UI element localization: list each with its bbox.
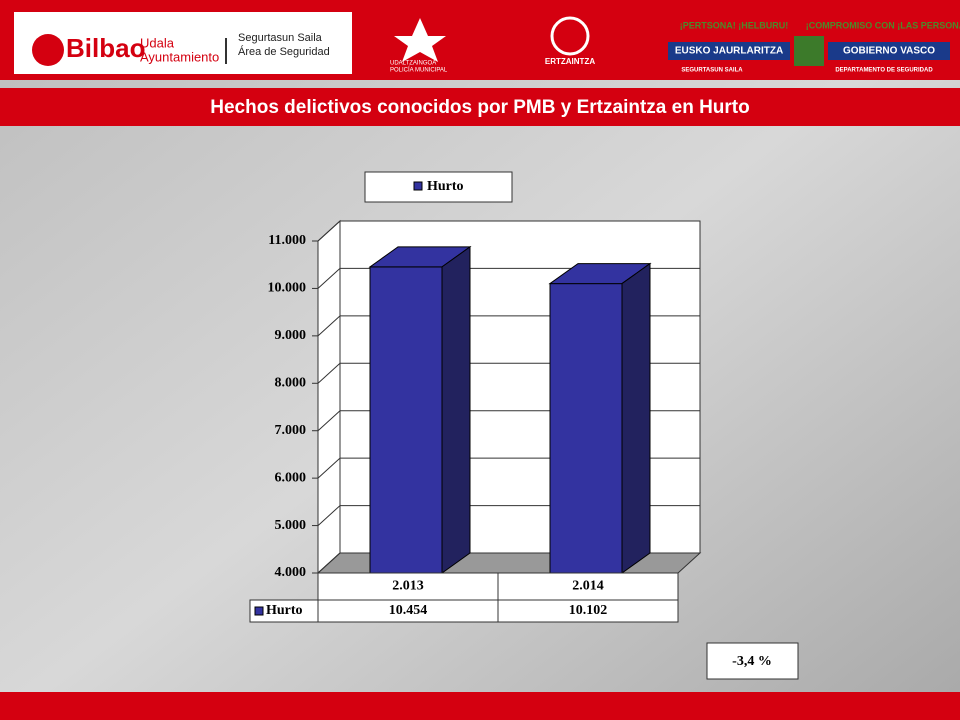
legend-swatch [413, 181, 423, 191]
annotation-box [706, 642, 799, 680]
police-text: POLICÍA MUNICIPAL [390, 67, 448, 74]
police-text: UDALTZAINGOA [390, 61, 436, 67]
chart: Hurto 4.000 5.000 6.000 7.000 8.000 9.000 10.00… [249, 171, 702, 623]
gov-box [828, 42, 950, 60]
y-tick-label: 6.000 [275, 470, 307, 485]
logo-text: Bilbao [66, 33, 145, 63]
chart-title: Hechos delictivos conocidos por PMB y Er… [210, 97, 749, 118]
dept: Segurtasun Saila [238, 32, 323, 44]
bar-side [441, 245, 471, 574]
x-tick-label: 2.014 [572, 579, 604, 594]
bar-side [621, 262, 651, 574]
bar [369, 266, 443, 574]
y-tick-label: 7.000 [275, 423, 307, 438]
ertzaintza-text: ERTZAINTZA [545, 57, 595, 66]
ertzaintza-emblem [550, 16, 590, 56]
gov-text: GOBIERNO VASCO [843, 46, 935, 57]
y-tick-label: 9.000 [275, 328, 307, 343]
slogan: ¡COMPROMISO CON ¡LAS PERSONAS! [806, 20, 960, 30]
annotation: -3,4 % [732, 654, 772, 669]
y-tick-label: 5.000 [275, 518, 307, 533]
table-value: 10.454 [389, 603, 428, 618]
gov-text: EUSKO JAURLARITZA [675, 46, 783, 57]
legend-label: Hurto [427, 179, 464, 194]
grid-line [317, 220, 700, 242]
footer-band [0, 692, 960, 720]
bar [549, 283, 623, 574]
police-star [394, 18, 446, 62]
logo-circle [32, 34, 64, 66]
y-tick-label: 4.000 [275, 565, 307, 580]
gov-box [668, 42, 790, 60]
y-tick-label: 10.000 [268, 281, 307, 296]
title-band [0, 88, 960, 126]
dept-es: DEPARTAMENTO DE SEGURIDAD [835, 68, 933, 74]
logo-sub: Udala [140, 35, 175, 50]
table-value: 10.102 [569, 603, 608, 618]
table-series: Hurto [266, 603, 303, 618]
slogan: ¡PERTSONA! ¡HELBURU! [680, 20, 789, 30]
side-wall [317, 219, 341, 575]
coat-of-arms [794, 36, 824, 66]
logo-sub: Ayuntamiento [140, 49, 219, 64]
dept: Área de Seguridad [238, 45, 330, 58]
x-tick-label: 2.013 [392, 579, 424, 594]
y-tick-label: 11.000 [268, 233, 306, 248]
legend-swatch [254, 606, 264, 616]
legend-box [364, 171, 513, 203]
table-body [249, 599, 679, 623]
y-tick-label: 8.000 [275, 376, 307, 391]
dept-eu: SEGURTASUN SAILA [681, 68, 743, 74]
logo-box [14, 12, 352, 74]
